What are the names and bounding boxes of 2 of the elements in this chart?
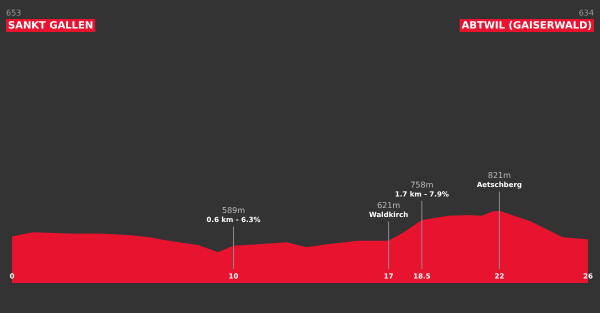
text: 634 ABTWIL (GAISERWALD) xyxy=(462,8,594,32)
text: 653 SANKT GALLEN xyxy=(6,8,94,32)
